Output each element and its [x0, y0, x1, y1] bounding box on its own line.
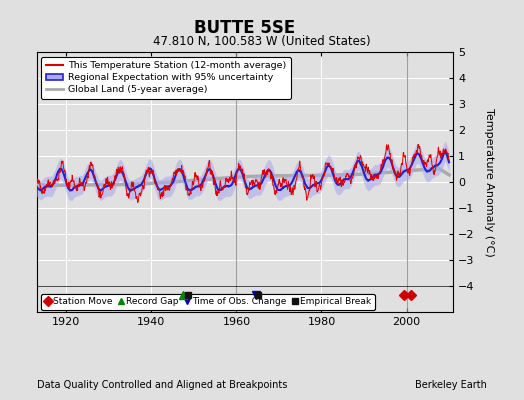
Text: Berkeley Earth: Berkeley Earth [416, 380, 487, 390]
Text: Data Quality Controlled and Aligned at Breakpoints: Data Quality Controlled and Aligned at B… [37, 380, 287, 390]
Text: 47.810 N, 100.583 W (United States): 47.810 N, 100.583 W (United States) [153, 36, 371, 48]
Legend: Station Move, Record Gap, Time of Obs. Change, Empirical Break: Station Move, Record Gap, Time of Obs. C… [41, 294, 375, 310]
Title: BUTTE 5SE: BUTTE 5SE [194, 18, 296, 36]
Y-axis label: Temperature Anomaly (°C): Temperature Anomaly (°C) [484, 108, 494, 256]
